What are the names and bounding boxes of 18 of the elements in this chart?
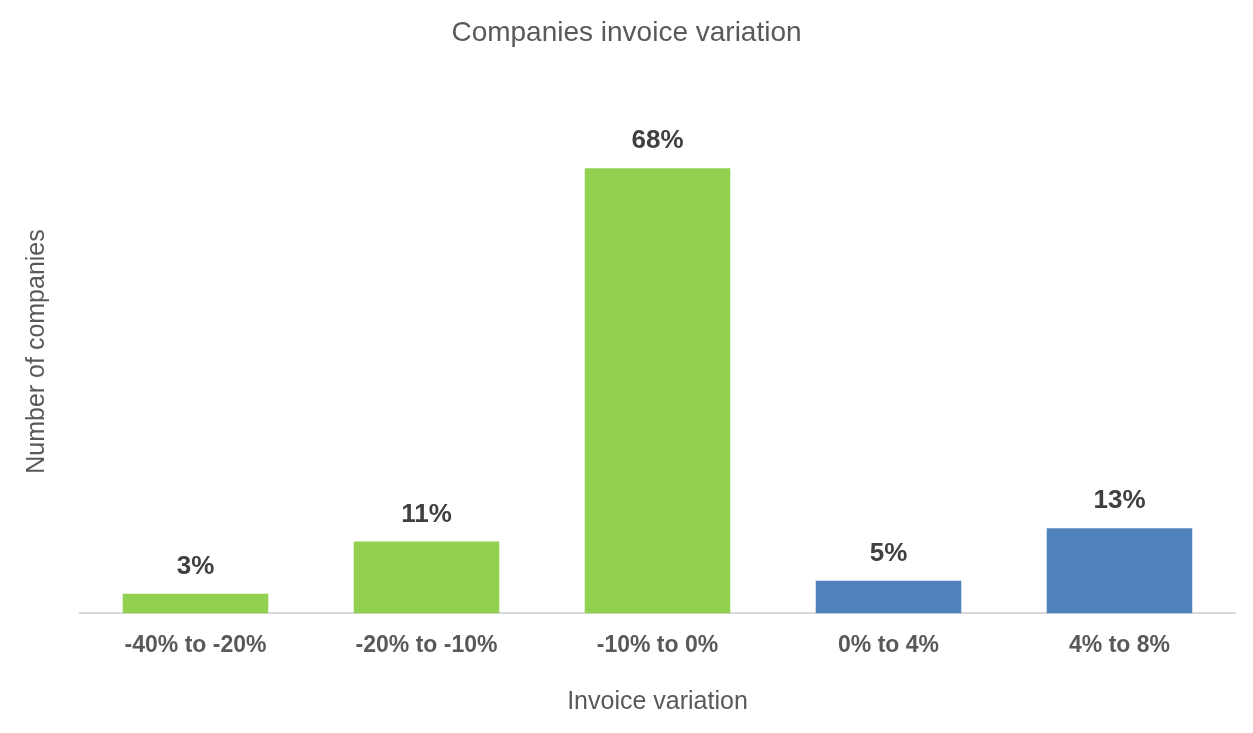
data-label: 3% (176, 549, 215, 580)
x-tick-label: 0% to 4% (838, 630, 939, 657)
x-tick-label: -10% to 0% (596, 630, 719, 657)
x-axis-title: Invoice variation (567, 685, 748, 714)
data-label: 11% (401, 497, 452, 528)
bar (1046, 528, 1193, 614)
y-axis-title: Number of companies (20, 229, 49, 474)
x-tick-label: -20% to -10% (355, 630, 498, 657)
data-label: 5% (869, 536, 908, 567)
chart-title: Companies invoice variation (451, 15, 802, 47)
data-label: 68% (631, 124, 684, 155)
bar (353, 541, 500, 614)
bar (584, 168, 731, 614)
x-tick-label: -40% to -20% (124, 630, 267, 657)
bar (122, 593, 269, 614)
bar (815, 580, 962, 614)
x-tick-label: 4% to 8% (1069, 630, 1170, 657)
data-label: 13% (1093, 484, 1146, 515)
